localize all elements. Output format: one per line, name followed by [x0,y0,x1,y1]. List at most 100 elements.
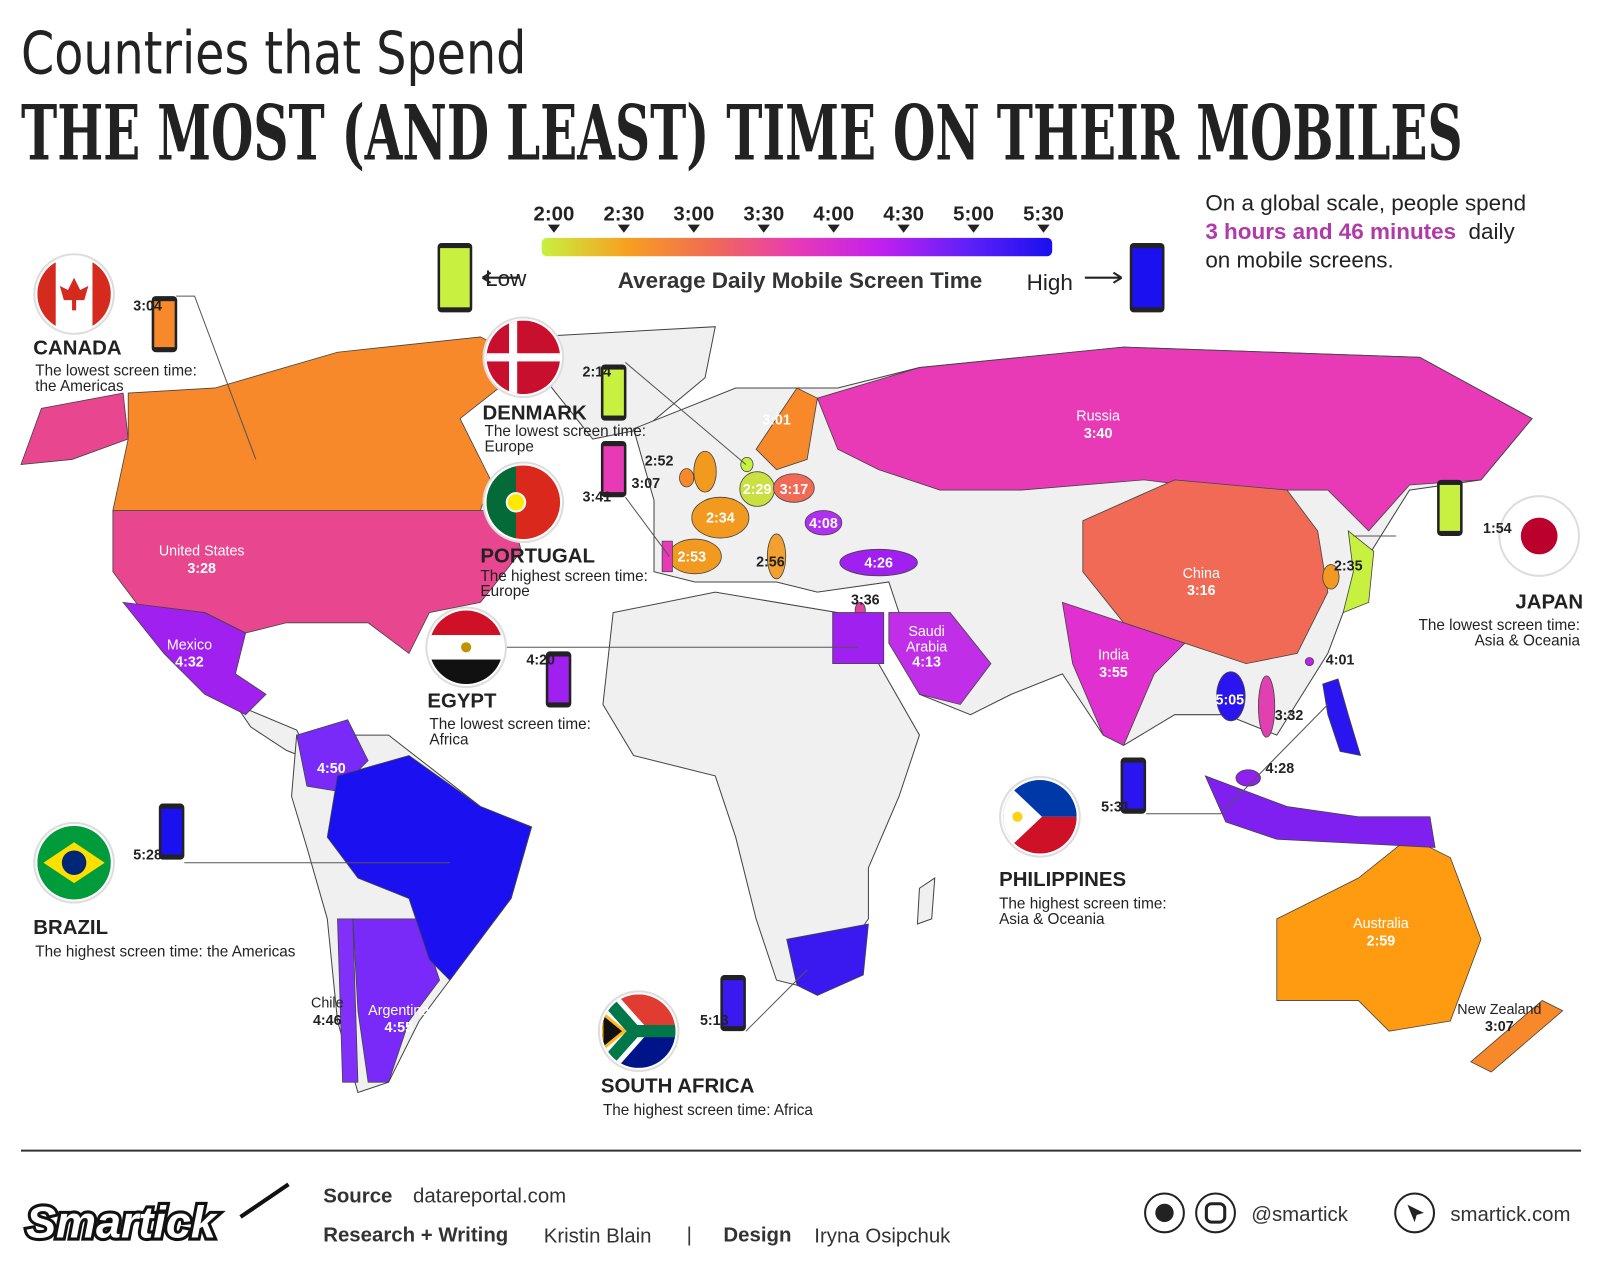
legend-tick-label: 3:00 [673,204,714,226]
social-handle[interactable]: @smartick [1251,1204,1348,1226]
logo-swoosh [239,1182,290,1219]
country-name: BRAZIL [33,917,108,939]
flag-part [601,994,676,1068]
phone-screen [1123,762,1144,809]
screen-time: 2:59 [1367,933,1396,949]
source: datareportal.com [413,1186,566,1208]
leader-line [625,496,670,557]
design-label: Design [723,1224,791,1246]
footer: Smartick Source datareportal.com Researc… [21,1149,1582,1250]
country-name: India [1098,648,1129,664]
country-shape [755,387,818,471]
screen-time: 3:01 [762,413,791,429]
flag-part [1520,517,1558,555]
legend-tick [967,224,980,233]
arrow-high [1084,271,1123,284]
callout-note: the Americas [35,378,124,395]
separator: | [687,1224,692,1246]
phone-screen [603,446,624,493]
legend-tick-label: 4:30 [883,204,924,226]
legend-tick [1037,224,1050,233]
screen-time: 2:52 [645,454,674,470]
summary-line: On a global scale, people spend [1205,190,1526,215]
legend-tick [897,224,910,233]
country-name: Arabia [906,639,947,655]
screen-time: 3:28 [187,561,216,577]
phone-screen [1132,248,1162,308]
country-name: PORTUGAL [480,546,595,568]
phone-screen [440,248,470,308]
screen-time: 1:54 [1483,521,1512,537]
callout-note: The lowest screen time: [35,363,197,380]
screen-time: 3:40 [1084,426,1113,442]
flag-part [1012,811,1023,822]
legend-tick-label: 2:30 [603,204,644,226]
screen-time: 3:04 [133,298,162,314]
color-scale [541,237,1053,257]
screen-time: 2:53 [677,550,706,566]
country-name: JAPAN [1515,591,1583,613]
country-shape [804,510,843,536]
country-name: Mexico [167,637,212,653]
country-name: Australia [1353,916,1409,932]
callout-note: The highest screen time: Africa [603,1102,813,1119]
legend-tick-label: 4:00 [813,204,854,226]
screen-time: 4:26 [864,556,893,572]
country-shape [1304,657,1314,667]
logo: Smartick [26,1196,218,1247]
summary-highlight: 3 hours and 46 minutes [1205,219,1456,244]
phone-screen [603,369,624,416]
design: Iryna Osipchuk [814,1226,951,1248]
madagascar [916,877,936,925]
country-shape [1276,836,1482,1032]
screen-time: 3:07 [632,476,661,492]
phone-screen [1439,484,1461,531]
screen-time: 4:13 [912,655,941,671]
leader-line [625,362,747,465]
flag-part [429,659,503,685]
country-name: Chile [311,996,344,1012]
phone-screen [722,980,744,1027]
summary-line: on mobile screens. [1205,247,1393,272]
phone-screen [161,808,182,855]
twitter-glyph [1155,1203,1174,1223]
twitter-icon[interactable] [1144,1192,1185,1234]
country-shape [816,346,1533,532]
screen-time: 2:29 [743,482,772,498]
country-shape [773,473,815,503]
country-shape [326,755,532,981]
website[interactable]: smartick.com [1450,1204,1570,1226]
country-shape [1258,675,1276,738]
country-shape [112,336,533,511]
legend-tick [687,224,700,233]
legend-high: High [1027,270,1073,295]
callout-note: The highest screen time: [480,568,648,585]
screen-time: 4:01 [1326,653,1355,669]
title-line-1: Countries that Spend [21,19,526,88]
callout-note: The highest screen time: [999,896,1166,913]
country-shape [1322,564,1340,590]
screen-time: 5:13 [700,1013,729,1029]
screen-time: 4:08 [809,516,838,532]
summary-line: daily [1468,219,1515,244]
summary: On a global scale, people spend 3 hours … [1205,190,1532,272]
flag-part [461,642,472,653]
country-name: EGYPT [427,691,497,713]
flag-part [601,1009,627,1053]
callout-note: The lowest screen time: [485,423,647,440]
legend-tick-label: 5:30 [1023,204,1064,226]
screen-time: 5:31 [1101,800,1130,816]
instagram-icon[interactable] [1195,1192,1236,1234]
screen-time: 3:36 [851,592,880,608]
source-label: Source [323,1186,392,1208]
leader-line [1146,704,1329,815]
flag-part [509,320,518,395]
screen-time: 5:05 [1216,692,1245,708]
country-shape [1342,529,1375,614]
flag [601,994,676,1068]
website-icon[interactable] [1394,1192,1436,1234]
legend-tick [617,224,631,233]
country-shape [1082,479,1329,665]
flag-part [505,492,527,513]
